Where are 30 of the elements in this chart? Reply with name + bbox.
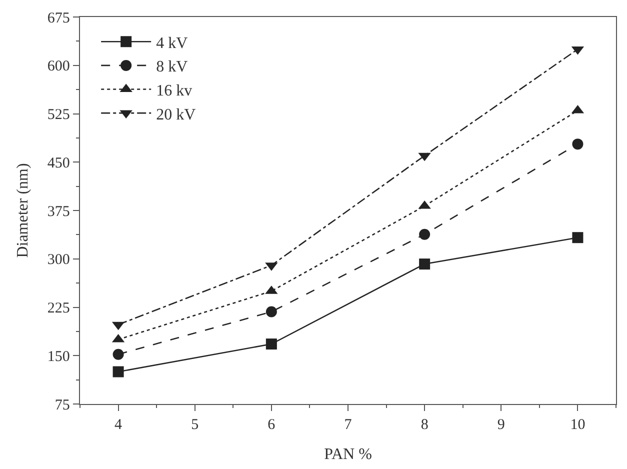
x-tick-label: 5	[191, 417, 199, 434]
y-tick-label: 600	[47, 58, 70, 75]
legend-label: 20 kV	[156, 106, 196, 124]
point	[419, 258, 430, 270]
y-tick-label: 225	[47, 300, 70, 316]
y-tick-label: 450	[47, 155, 70, 172]
point	[112, 348, 124, 360]
x-tick-label: 10	[570, 417, 586, 434]
legend-label: 16 kv	[156, 82, 192, 100]
x-tick-label: 6	[268, 417, 276, 434]
legend-label: 4 kV	[156, 34, 188, 52]
point	[572, 232, 584, 244]
y-tick-label: 75	[54, 397, 70, 414]
x-tick-label: 7	[344, 417, 352, 434]
y-tick-label: 525	[47, 107, 70, 123]
legend-label: 8 kV	[156, 58, 188, 76]
point	[266, 338, 277, 350]
y-tick-label: 375	[47, 204, 70, 220]
point	[266, 306, 277, 318]
y-tick-label: 300	[47, 252, 70, 268]
point	[572, 138, 584, 150]
x-axis-title: PAN %	[324, 446, 372, 463]
point	[112, 366, 124, 378]
y-axis-title: Diameter (nm)	[14, 163, 32, 258]
x-tick-label: 9	[497, 417, 505, 434]
x-tick-label: 4	[114, 417, 123, 434]
y-tick-label: 675	[47, 10, 70, 26]
x-tick-label: 8	[420, 417, 428, 434]
y-tick-label: 150	[47, 348, 70, 365]
point	[419, 228, 430, 240]
